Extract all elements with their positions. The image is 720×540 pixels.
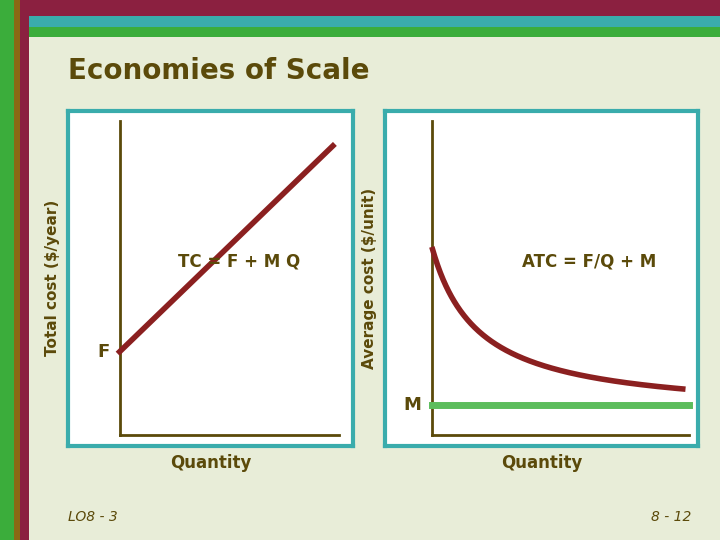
Y-axis label: Average cost ($/unit): Average cost ($/unit) — [362, 187, 377, 369]
X-axis label: Quantity: Quantity — [170, 454, 251, 472]
Text: LO8 - 3: LO8 - 3 — [68, 510, 118, 524]
Text: ATC = F/Q + M: ATC = F/Q + M — [522, 252, 656, 271]
Text: 8 - 12: 8 - 12 — [651, 510, 691, 524]
Text: F: F — [97, 343, 109, 361]
Y-axis label: Total cost ($/year): Total cost ($/year) — [45, 200, 60, 356]
Text: TC = F + M Q: TC = F + M Q — [178, 252, 300, 271]
Text: M: M — [403, 396, 421, 414]
X-axis label: Quantity: Quantity — [501, 454, 582, 472]
Text: Economies of Scale: Economies of Scale — [68, 57, 370, 85]
